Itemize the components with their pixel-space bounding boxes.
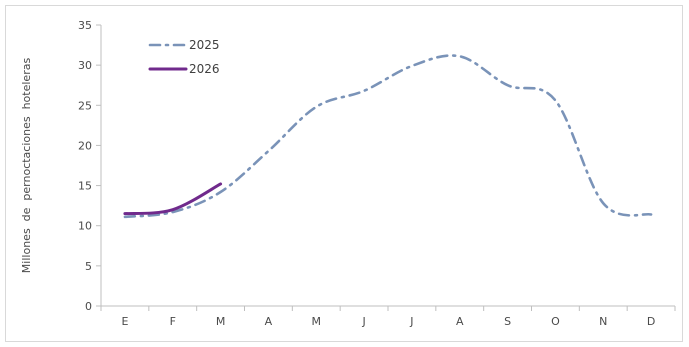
- series-line-2026: [123, 182, 223, 216]
- y-tick-label: 0: [85, 300, 92, 313]
- y-tick-label: 25: [78, 99, 92, 112]
- y-tick-label: 20: [78, 139, 92, 152]
- series-line-2025: [123, 54, 653, 219]
- x-tick-label: J: [409, 315, 413, 328]
- x-tick-label: M: [312, 315, 322, 328]
- y-tick-label: 35: [78, 19, 92, 32]
- x-tick-label: D: [647, 315, 655, 328]
- x-tick-label: E: [121, 315, 128, 328]
- x-tick-label: J: [361, 315, 365, 328]
- series-layer: [123, 54, 653, 219]
- x-tick-label: S: [504, 315, 511, 328]
- y-tick-label: 30: [78, 59, 92, 72]
- x-tick-label: M: [216, 315, 226, 328]
- legend-label-2026: 2026: [189, 62, 220, 76]
- x-tick-label: O: [551, 315, 560, 328]
- legend-label-2025: 2025: [189, 38, 220, 52]
- x-tick-label: N: [599, 315, 607, 328]
- y-axis-title: Millones de pernoctaciones hoteleras: [20, 58, 33, 274]
- y-axis: 0 5 10 15 20 25 30 35: [78, 19, 102, 313]
- chart-frame: [5, 5, 683, 342]
- x-tick-label: A: [265, 315, 273, 328]
- y-tick-label: 10: [78, 220, 92, 233]
- legend: 2025 2026: [148, 38, 220, 76]
- x-tick-label: A: [456, 315, 464, 328]
- y-tick-label: 5: [85, 260, 92, 273]
- x-tick-label: F: [170, 315, 176, 328]
- y-tick-label: 15: [78, 180, 92, 193]
